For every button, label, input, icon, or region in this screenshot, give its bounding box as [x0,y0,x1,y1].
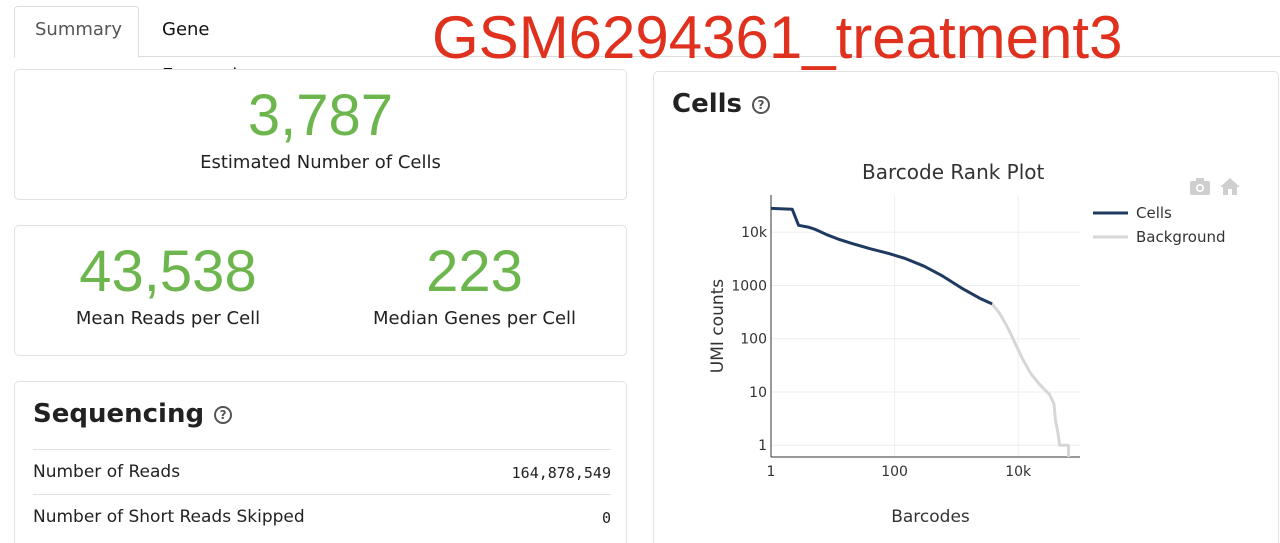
short-reads-skipped-value: 0 [601,509,611,527]
home-icon[interactable] [1219,176,1241,201]
number-of-reads-value: 164,878,549 [511,464,611,482]
cells-title-text: Cells [672,89,743,119]
number-of-reads-label: Number of Reads [33,462,181,482]
reads-genes-metric-card: 43,538 Mean Reads per Cell 223 Median Ge… [14,225,627,356]
median-genes-label: Median Genes per Cell [372,308,577,329]
camera-icon[interactable] [1189,176,1211,201]
help-icon[interactable]: ? [214,405,233,424]
mean-reads-value: 43,538 [79,239,257,304]
median-genes-value: 223 [426,239,523,304]
sample-title-overlay: GSM6294361_treatment3 [432,4,1123,71]
estimated-cells-value: 3,787 [247,83,394,148]
estimated-cells-label: Estimated Number of Cells [200,152,441,173]
mean-reads-metric: 43,538 Mean Reads per Cell [15,226,321,355]
table-row: Number of Reads 164,878,549 [33,449,611,494]
cells-panel: Cells? [653,71,1279,543]
median-genes-metric: 223 Median Genes per Cell [321,226,628,355]
sequencing-title-text: Sequencing [33,399,205,429]
short-reads-skipped-label: Number of Short Reads Skipped [33,507,305,527]
help-icon[interactable]: ? [752,95,771,114]
sequencing-card: Sequencing? Number of Reads 164,878,549 … [14,381,627,543]
sequencing-title: Sequencing? [33,398,233,430]
mean-reads-label: Mean Reads per Cell [75,308,261,329]
tab-summary[interactable]: Summary [14,6,139,58]
cells-metric-card: 3,787 Estimated Number of Cells [14,69,627,200]
chart-title: Barcode Rank Plot [862,160,1045,184]
cells-title: Cells? [672,88,771,120]
table-row: Number of Short Reads Skipped 0 [33,494,611,539]
tab-gene-expression[interactable]: Gene Expression [162,19,260,86]
